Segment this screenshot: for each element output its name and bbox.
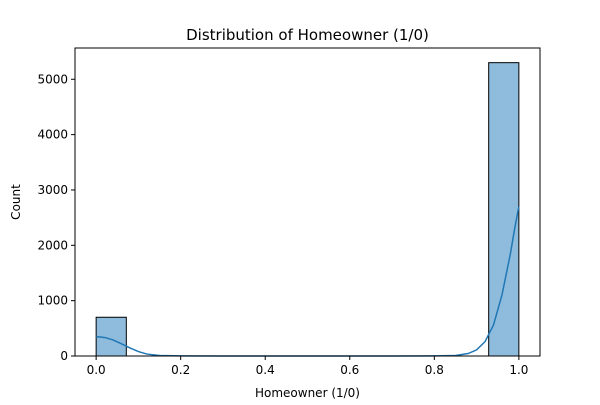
- kde-line: [96, 206, 520, 357]
- y-tick-label: 2000: [37, 238, 68, 252]
- x-axis-label: Homeowner (1/0): [255, 386, 360, 400]
- y-axis-label: Count: [9, 184, 23, 220]
- x-axis: 0.0 0.2 0.4 0.6 0.8 1.0: [87, 356, 528, 377]
- y-axis: 0 1000 2000 3000 4000 5000: [37, 72, 75, 363]
- x-tick-label: 0.8: [425, 363, 444, 377]
- kde-layer: [96, 206, 520, 357]
- histogram-bar-1: [488, 62, 520, 357]
- x-tick-label: 0.2: [171, 363, 190, 377]
- y-tick-label: 0: [60, 349, 68, 363]
- x-tick-label: 0.6: [340, 363, 359, 377]
- plot-frame: [74, 47, 541, 357]
- x-tick-label: 0.0: [87, 363, 106, 377]
- x-tick-label: 1.0: [509, 363, 528, 377]
- y-tick-label: 4000: [37, 128, 68, 142]
- x-tick-label: 0.4: [256, 363, 275, 377]
- bars-layer: [95, 62, 520, 357]
- y-tick-label: 3000: [37, 183, 68, 197]
- chart-title: Distribution of Homeowner (1/0): [186, 26, 429, 44]
- y-tick-label: 5000: [37, 72, 68, 86]
- y-tick-label: 1000: [37, 294, 68, 308]
